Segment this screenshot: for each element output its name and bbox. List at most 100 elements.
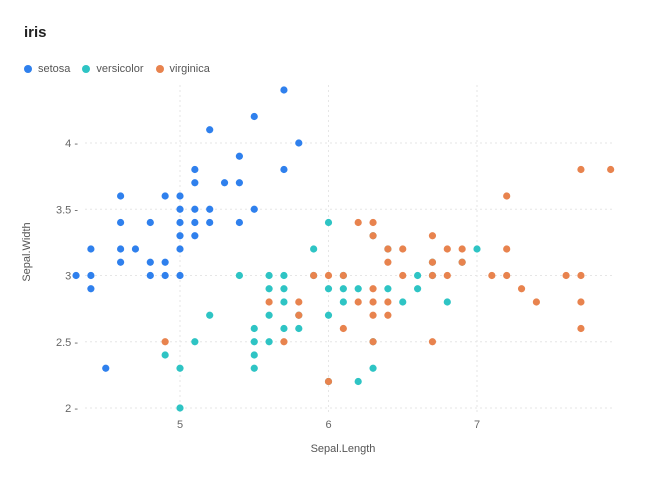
point-virginica[interactable] bbox=[503, 192, 511, 200]
point-virginica[interactable] bbox=[503, 271, 511, 280]
point-setosa[interactable] bbox=[146, 218, 154, 227]
point-virginica[interactable] bbox=[577, 324, 585, 333]
point-versicolor[interactable] bbox=[250, 364, 258, 372]
point-virginica[interactable] bbox=[354, 298, 362, 306]
point-virginica[interactable] bbox=[369, 232, 377, 240]
point-virginica[interactable] bbox=[265, 298, 273, 306]
point-versicolor[interactable] bbox=[339, 285, 347, 293]
point-setosa[interactable] bbox=[117, 218, 125, 227]
point-setosa[interactable] bbox=[191, 218, 199, 227]
point-setosa[interactable] bbox=[72, 271, 80, 280]
point-versicolor[interactable] bbox=[414, 285, 422, 293]
point-versicolor[interactable] bbox=[250, 338, 258, 346]
point-virginica[interactable] bbox=[428, 232, 437, 240]
point-virginica[interactable] bbox=[161, 338, 169, 346]
point-virginica[interactable] bbox=[428, 338, 437, 346]
point-setosa[interactable] bbox=[131, 245, 140, 253]
point-virginica[interactable] bbox=[369, 285, 377, 293]
point-virginica[interactable] bbox=[428, 271, 437, 280]
point-versicolor[interactable] bbox=[399, 298, 407, 306]
point-versicolor[interactable] bbox=[206, 311, 214, 319]
point-versicolor[interactable] bbox=[324, 285, 333, 293]
point-versicolor[interactable] bbox=[354, 285, 362, 293]
point-virginica[interactable] bbox=[295, 311, 303, 319]
point-virginica[interactable] bbox=[310, 271, 318, 280]
point-virginica[interactable] bbox=[384, 311, 392, 319]
point-versicolor[interactable] bbox=[324, 218, 333, 227]
point-setosa[interactable] bbox=[176, 218, 184, 227]
point-setosa[interactable] bbox=[191, 165, 199, 174]
point-virginica[interactable] bbox=[443, 271, 451, 280]
point-versicolor[interactable] bbox=[280, 285, 288, 293]
point-virginica[interactable] bbox=[532, 298, 541, 306]
point-virginica[interactable] bbox=[577, 271, 585, 280]
point-virginica[interactable] bbox=[562, 271, 570, 280]
point-virginica[interactable] bbox=[399, 271, 407, 280]
point-setosa[interactable] bbox=[280, 165, 288, 174]
point-versicolor[interactable] bbox=[265, 271, 273, 280]
point-setosa[interactable] bbox=[191, 179, 199, 187]
point-setosa[interactable] bbox=[87, 245, 95, 253]
point-setosa[interactable] bbox=[235, 218, 243, 227]
point-virginica[interactable] bbox=[488, 271, 496, 280]
point-setosa[interactable] bbox=[280, 86, 288, 94]
point-setosa[interactable] bbox=[161, 258, 169, 266]
point-virginica[interactable] bbox=[384, 258, 392, 266]
point-virginica[interactable] bbox=[517, 285, 526, 293]
point-versicolor[interactable] bbox=[280, 298, 288, 306]
point-setosa[interactable] bbox=[176, 192, 184, 200]
point-setosa[interactable] bbox=[117, 245, 125, 253]
point-virginica[interactable] bbox=[384, 298, 392, 306]
point-setosa[interactable] bbox=[191, 232, 199, 240]
point-virginica[interactable] bbox=[458, 258, 466, 266]
point-setosa[interactable] bbox=[117, 258, 125, 266]
point-versicolor[interactable] bbox=[161, 351, 169, 359]
point-setosa[interactable] bbox=[206, 218, 214, 227]
point-virginica[interactable] bbox=[428, 258, 437, 266]
point-virginica[interactable] bbox=[324, 377, 333, 386]
point-setosa[interactable] bbox=[117, 192, 125, 200]
point-setosa[interactable] bbox=[146, 258, 154, 266]
point-versicolor[interactable] bbox=[280, 271, 288, 280]
point-virginica[interactable] bbox=[354, 218, 362, 227]
point-setosa[interactable] bbox=[206, 126, 214, 134]
point-versicolor[interactable] bbox=[176, 404, 184, 412]
point-versicolor[interactable] bbox=[443, 298, 451, 306]
legend-item-versicolor[interactable]: versicolor bbox=[82, 63, 144, 75]
point-setosa[interactable] bbox=[87, 271, 95, 280]
point-setosa[interactable] bbox=[161, 271, 169, 280]
point-virginica[interactable] bbox=[369, 338, 377, 346]
point-versicolor[interactable] bbox=[265, 338, 273, 346]
point-setosa[interactable] bbox=[235, 179, 243, 187]
point-versicolor[interactable] bbox=[324, 311, 333, 319]
point-virginica[interactable] bbox=[369, 311, 377, 319]
point-virginica[interactable] bbox=[607, 165, 615, 174]
legend-item-setosa[interactable]: setosa bbox=[24, 63, 70, 75]
point-versicolor[interactable] bbox=[250, 351, 258, 359]
point-versicolor[interactable] bbox=[310, 245, 318, 253]
point-setosa[interactable] bbox=[220, 179, 229, 187]
point-setosa[interactable] bbox=[191, 205, 199, 213]
point-versicolor[interactable] bbox=[250, 324, 258, 333]
point-versicolor[interactable] bbox=[384, 285, 392, 293]
point-setosa[interactable] bbox=[295, 139, 303, 147]
point-virginica[interactable] bbox=[458, 245, 466, 253]
point-setosa[interactable] bbox=[250, 205, 258, 213]
point-virginica[interactable] bbox=[369, 298, 377, 306]
point-setosa[interactable] bbox=[146, 271, 154, 280]
point-versicolor[interactable] bbox=[295, 324, 303, 333]
point-setosa[interactable] bbox=[176, 245, 184, 253]
point-versicolor[interactable] bbox=[354, 377, 362, 386]
point-virginica[interactable] bbox=[503, 245, 511, 253]
point-virginica[interactable] bbox=[577, 298, 585, 306]
point-setosa[interactable] bbox=[250, 112, 258, 121]
point-virginica[interactable] bbox=[369, 218, 377, 227]
point-versicolor[interactable] bbox=[414, 271, 422, 280]
point-virginica[interactable] bbox=[295, 298, 303, 306]
legend-item-virginica[interactable]: virginica bbox=[155, 63, 210, 75]
point-setosa[interactable] bbox=[87, 285, 95, 293]
point-setosa[interactable] bbox=[235, 152, 243, 160]
point-virginica[interactable] bbox=[577, 165, 585, 174]
point-virginica[interactable] bbox=[384, 245, 392, 253]
point-versicolor[interactable] bbox=[176, 364, 184, 372]
